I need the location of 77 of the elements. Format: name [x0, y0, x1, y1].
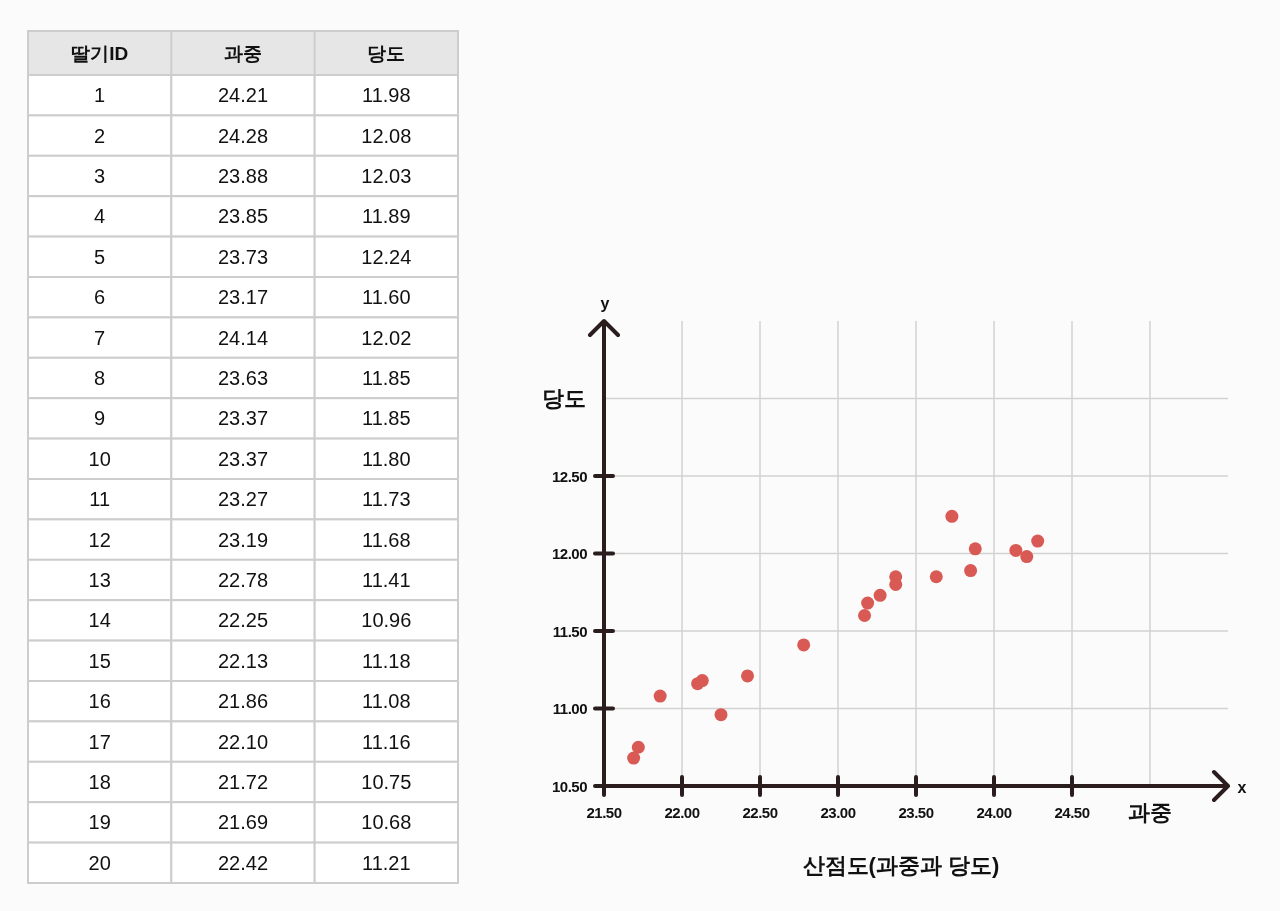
- y-tick-label: 5: [94, 245, 106, 268]
- data-label: 22.13: [217, 649, 269, 672]
- y-tick-label: 2: [94, 124, 106, 147]
- y-tick-label: 11.00: [552, 700, 588, 717]
- y-tick-label: 4: [94, 205, 106, 228]
- y-tick-label: 13: [88, 569, 111, 591]
- data-label: 23.85: [217, 205, 269, 228]
- y-tick-label: 9: [94, 407, 106, 430]
- y-tick-label: 12.50: [551, 467, 588, 485]
- y-axis-title: 딸기ID: [71, 42, 129, 64]
- x-tick-label: 24.50: [1054, 803, 1090, 821]
- x-tick-label: 24.00: [976, 803, 1012, 821]
- data-label: 22.10: [217, 730, 269, 753]
- y-tick-label: 17: [88, 730, 111, 753]
- data-label: 12.24: [361, 245, 412, 268]
- data-label: 23.17: [217, 286, 269, 309]
- data-label: 12.08: [361, 124, 412, 147]
- data-label: 21.72: [217, 771, 269, 793]
- y-tick-label: 11: [89, 488, 111, 511]
- y-axis-title: 당도: [542, 386, 586, 411]
- data-label: 11.60: [362, 286, 411, 309]
- data-label: 11.98: [362, 84, 411, 107]
- x-tick-label: 22.50: [742, 803, 778, 821]
- data-label: 21.86: [217, 690, 269, 713]
- y-tick-label: 12.00: [551, 545, 588, 562]
- data-label: 11.73: [362, 488, 411, 511]
- y-tick-label: 20: [88, 851, 111, 874]
- text: 산점도(과중과 당도): [802, 852, 1000, 878]
- data-label: 11.89: [362, 205, 411, 228]
- data-label: 12.02: [361, 326, 412, 349]
- data-label: 23.88: [217, 165, 269, 187]
- data-label: 24.28: [217, 124, 269, 147]
- text: x: [1237, 778, 1247, 796]
- data-label: 21.69: [217, 811, 269, 834]
- y-tick-label: 6: [94, 286, 106, 309]
- data-label: 11.16: [362, 730, 411, 753]
- y-tick-label: 12: [88, 528, 111, 551]
- data-label: 23.19: [217, 528, 269, 551]
- x-tick-label: 23.00: [820, 803, 856, 821]
- y-tick-label: 16: [88, 690, 111, 713]
- data-label: 23.37: [217, 407, 269, 430]
- y-tick-label: 7: [94, 326, 106, 349]
- text: y: [600, 294, 610, 312]
- y-tick-label: 10: [88, 447, 111, 470]
- data-label: 22.78: [217, 569, 269, 591]
- data-label: 10.68: [361, 811, 412, 834]
- data-label: 11.18: [362, 649, 411, 672]
- x-tick-label: 23.50: [898, 803, 934, 821]
- y-tick-label: 10.50: [551, 777, 588, 795]
- data-label: 23.73: [217, 245, 269, 268]
- data-label: 10.96: [361, 609, 412, 632]
- data-label: 11.80: [362, 447, 411, 470]
- y-tick-label: 18: [88, 771, 111, 793]
- data-label: 24.14: [217, 326, 269, 349]
- data-label: 11.41: [362, 569, 411, 591]
- data-label: 23.27: [217, 488, 269, 511]
- data-label: 24.21: [217, 84, 269, 107]
- data-label: 11.85: [362, 367, 411, 389]
- data-label: 23.63: [217, 367, 269, 389]
- y-tick-label: 8: [94, 367, 106, 389]
- y-tick-label: 3: [94, 165, 106, 187]
- data-label: 12.03: [361, 165, 412, 187]
- y-tick-label: 19: [88, 811, 111, 834]
- x-tick-label: 22.00: [664, 803, 700, 821]
- y-tick-label: 14: [88, 609, 111, 632]
- data-label: 11.08: [362, 690, 411, 713]
- y-tick-label: 11.50: [552, 622, 588, 640]
- y-tick-label: 15: [88, 649, 111, 672]
- x-tick-label: 21.50: [586, 803, 622, 821]
- data-label: 10.75: [361, 771, 412, 793]
- data-label: 11.85: [362, 407, 411, 430]
- y-tick-label: 1: [94, 84, 106, 107]
- data-label: 23.37: [217, 447, 269, 470]
- data-label: 22.42: [217, 851, 269, 874]
- data-label: 11.21: [362, 851, 411, 874]
- data-label: 11.68: [362, 528, 411, 551]
- data-label: 22.25: [217, 609, 269, 632]
